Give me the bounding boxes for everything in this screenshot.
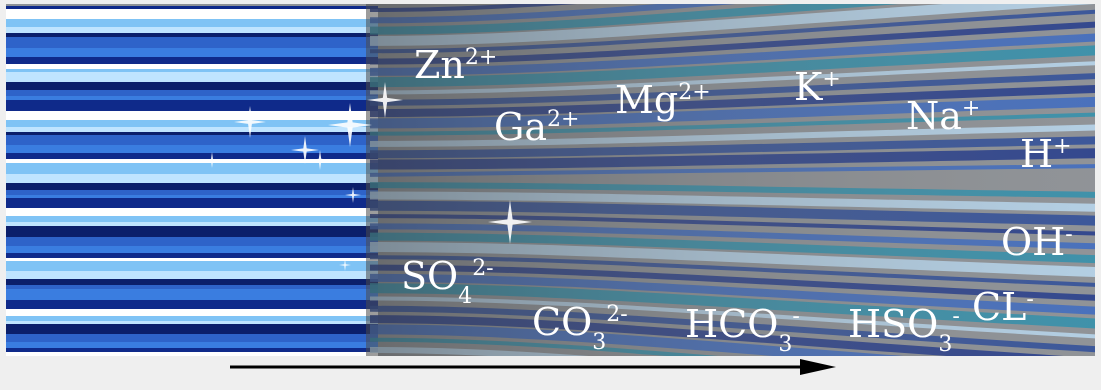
ion-label-zn: Zn2+ — [414, 43, 497, 87]
flow-direction-arrow-icon — [230, 359, 836, 375]
ion-label-hco3: HCO3- — [685, 302, 800, 357]
ion-label-so4: SO42- — [401, 254, 494, 309]
ion-label-k: K+ — [794, 65, 841, 109]
ion-label-co3: CO32- — [532, 300, 628, 355]
ion-label-oh: OH- — [1001, 220, 1073, 264]
sparkle-highlights — [204, 82, 532, 271]
ion-label-hso3: HSO3- — [848, 302, 960, 357]
ion-label-cl: CL- — [972, 285, 1034, 329]
separation-zone-overlay — [366, 4, 1095, 356]
ion-label-mg: Mg2+ — [615, 78, 711, 122]
straight-fiber-bundle — [6, 6, 378, 356]
ion-label-na: Na+ — [906, 94, 980, 138]
ion-label-h: H+ — [1020, 132, 1072, 176]
ion-label-ga: Ga2+ — [494, 105, 579, 149]
